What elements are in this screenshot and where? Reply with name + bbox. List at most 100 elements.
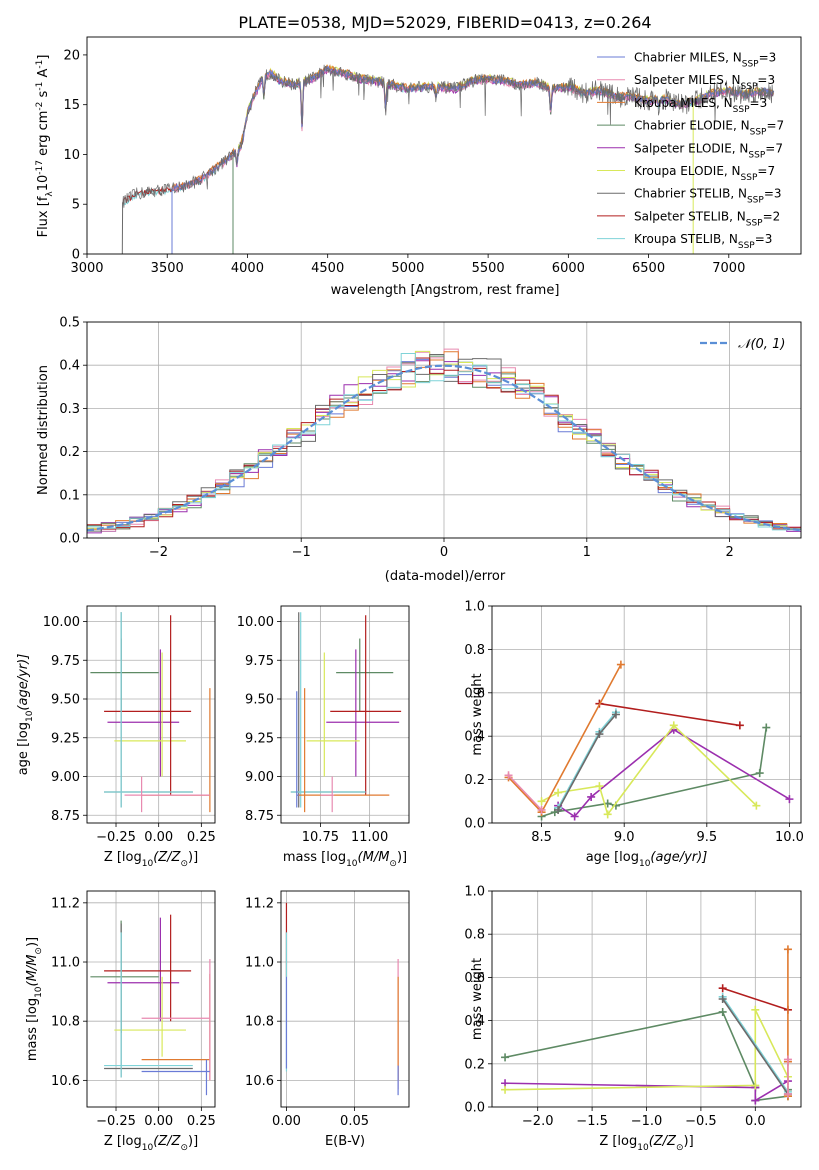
label-part: ] <box>36 55 51 60</box>
label-part: -1 <box>35 82 45 91</box>
y-axis-label: Flux [fλ10-17 erg cm-2 s-1 A-1] <box>35 55 55 238</box>
data-point-marker <box>611 710 620 719</box>
y-tick-label: 0.0 <box>59 532 80 547</box>
label-part: mass weight <box>470 673 485 755</box>
y-tick-label: 1.0 <box>464 600 485 615</box>
y-tick-label: 9.75 <box>245 654 274 669</box>
label-part: Kroupa STELIB, N <box>634 232 738 246</box>
x-axis-label: mass [log10(M/M⊙)] <box>283 850 407 869</box>
y-tick-label: 0.8 <box>464 928 485 943</box>
label-part: SSP <box>742 60 759 70</box>
x-tick-label: 2 <box>725 545 733 560</box>
y-tick-label: 0.4 <box>464 1014 485 1029</box>
label-part: SSP <box>741 82 758 92</box>
panel-spectrum: 3000 3500 4000 4500 5000 5500 6000 6500 7000 0 5 10… <box>35 36 802 298</box>
legend-entry: Kroupa MILES, NSSP=3 <box>634 96 767 115</box>
x-tick-label: −0.25 <box>96 830 136 845</box>
data-point-marker <box>616 660 625 669</box>
label-part: ⊙ <box>34 947 44 955</box>
x-tick-label: −0.5 <box>685 1114 717 1129</box>
legend-entry: Chabrier STELIB, NSSP=3 <box>634 187 782 206</box>
x-tick-label: 0.00 <box>144 1114 173 1129</box>
label-part: )] <box>188 850 198 865</box>
data-point-marker <box>501 1053 510 1062</box>
data-point-marker <box>669 721 678 730</box>
y-tick-label: 11.2 <box>51 896 80 911</box>
y-tick-label: 9.50 <box>51 693 80 708</box>
label-part: )] <box>684 1134 694 1149</box>
data-point-marker <box>554 805 563 814</box>
y-tick-label: 9.75 <box>51 654 80 669</box>
y-tick-label: 10.00 <box>237 615 274 630</box>
label-part: (age/yr)] <box>650 850 707 865</box>
x-axis-label: (data-model)/error <box>385 569 506 584</box>
label-part: (M/M <box>358 850 390 865</box>
label-part: 10 <box>25 710 35 722</box>
x-tick-label: 6500 <box>632 261 665 276</box>
panel-age_vs_mass: 10.75 11.00 8.75 9.00 9.25 9.50 9.75 10.00 mass … <box>237 605 410 869</box>
label-part: -17 <box>35 160 45 175</box>
label-part: Z [log <box>599 1134 637 1149</box>
y-axis-label: Normed distribution <box>36 365 51 495</box>
label-part: 10 <box>142 859 154 869</box>
label-part: SSP <box>746 218 763 228</box>
panel-weight_vs_age: 8.5 9.0 9.5 10.0 0.0 0.2 0.4 0.6 0.8 1.0 age [log1… <box>464 600 804 870</box>
label-part: (data-model)/error <box>385 569 506 584</box>
label-part: ⊙ <box>180 859 188 869</box>
data-point-marker <box>570 812 579 821</box>
label-part: -1 <box>35 60 45 69</box>
y-tick-label: 9.50 <box>245 693 274 708</box>
label-part: Normed distribution <box>36 365 51 495</box>
label-part: Salpeter STELIB, N <box>634 209 746 223</box>
data-point-marker <box>537 805 546 814</box>
observed-spectrum <box>122 64 774 208</box>
axes-frame <box>280 890 410 1108</box>
x-tick-label: 1 <box>583 545 591 560</box>
label-part: mass weight <box>470 958 485 1040</box>
label-part: 10 <box>346 859 358 869</box>
x-tick-label: 0.25 <box>187 1114 216 1129</box>
label-part: 10 <box>142 1143 154 1153</box>
y-axis-label: age [log10(age/yr)] <box>16 654 35 776</box>
label-part: =7 <box>757 164 775 178</box>
series-line-chabrier_stelib <box>722 998 789 1095</box>
x-tick-label: 0.00 <box>272 1114 301 1129</box>
y-tick-label: 10.6 <box>51 1074 80 1089</box>
x-tick-label: 4500 <box>311 261 344 276</box>
y-axis-label: mass [log10(M/M⊙)] <box>25 937 44 1061</box>
label-part: E(B-V) <box>325 1134 365 1149</box>
label-part: ⊙ <box>180 1143 188 1153</box>
x-tick-label: 9.5 <box>696 830 717 845</box>
series-line-salpeter_stelib <box>599 702 741 727</box>
data-point-marker <box>587 792 596 801</box>
label-part: (0, 1) <box>750 337 785 352</box>
axes-frame <box>280 605 410 824</box>
axes-frame <box>86 321 802 539</box>
label-part: (Z/Z <box>649 1134 677 1149</box>
y-tick-label: 0.4 <box>59 359 80 374</box>
data-point-marker <box>783 1090 792 1099</box>
data-point-marker <box>595 730 604 739</box>
y-tick-label: 0.2 <box>59 445 80 460</box>
fit-line-chabrier_elodie <box>232 65 774 254</box>
data-point-marker <box>718 995 727 1003</box>
label-part: SSP <box>748 150 765 160</box>
plot-area <box>87 606 215 823</box>
fit-line-chabrier_miles <box>171 65 775 254</box>
panel-age_vs_Z: −0.25 0.00 0.25 8.75 9.00 9.25 9.50 9.75 10.00 Z … <box>16 605 216 869</box>
axes-frame <box>86 36 802 255</box>
label-part: ⊙ <box>676 1143 684 1153</box>
y-tick-label: 0.1 <box>59 488 80 503</box>
legend-entry: Kroupa STELIB, NSSP=3 <box>634 232 772 251</box>
label-part: =3 <box>750 96 768 110</box>
label-part: Z [log <box>104 850 142 865</box>
y-tick-label: 15 <box>63 98 80 113</box>
x-tick-label: −0.25 <box>96 1114 136 1129</box>
label-part: SSP <box>747 196 764 206</box>
x-tick-label: 6000 <box>552 261 585 276</box>
label-part: =7 <box>766 119 784 133</box>
y-axis-label: mass weight <box>470 958 485 1040</box>
x-tick-label: 0.0 <box>745 1114 766 1129</box>
